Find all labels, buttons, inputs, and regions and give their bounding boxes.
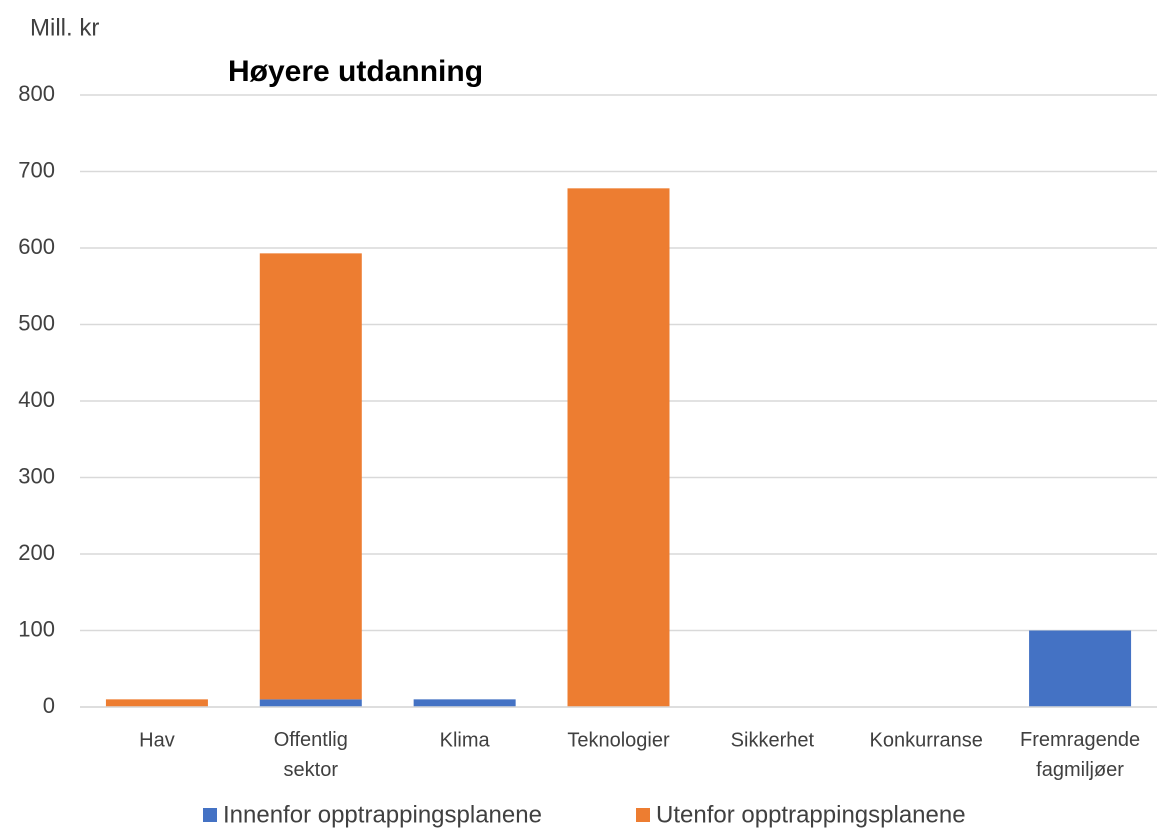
bar-segment <box>1029 630 1132 707</box>
y-tick-label: 200 <box>18 540 55 565</box>
x-tick-label: Hav <box>139 729 175 751</box>
bar-segment <box>567 188 670 707</box>
x-tick-label: Fremragende fagmiljøer <box>1020 729 1140 781</box>
legend-swatch <box>203 808 217 822</box>
legend-label: Innenfor opptrappingsplanene <box>223 801 542 828</box>
y-tick-label: 700 <box>18 157 55 182</box>
y-tick-label: 400 <box>18 387 55 412</box>
x-tick-label: Teknologier <box>567 729 670 751</box>
bar-segment <box>259 253 362 700</box>
y-tick-label: 300 <box>18 463 55 488</box>
x-tick-label: Konkurranse <box>870 729 983 751</box>
y-tick-label: 100 <box>18 616 55 641</box>
bar-segment <box>413 699 516 707</box>
y-tick-label: 500 <box>18 310 55 335</box>
x-tick-label: Sikkerhet <box>731 729 815 751</box>
legend-swatch <box>636 808 650 822</box>
y-axis-label: Mill. kr <box>30 14 99 41</box>
legend-label: Utenfor opptrappingsplanene <box>656 801 966 828</box>
x-tick-label: Klima <box>440 729 491 751</box>
bar-segment <box>259 699 362 707</box>
y-tick-label: 600 <box>18 234 55 259</box>
chart-title: Høyere utdanning <box>228 55 483 88</box>
x-tick-label: Offentlig sektor <box>274 729 348 781</box>
bar-segment <box>105 699 208 707</box>
y-tick-label: 0 <box>43 693 55 718</box>
y-tick-label: 800 <box>18 81 55 106</box>
